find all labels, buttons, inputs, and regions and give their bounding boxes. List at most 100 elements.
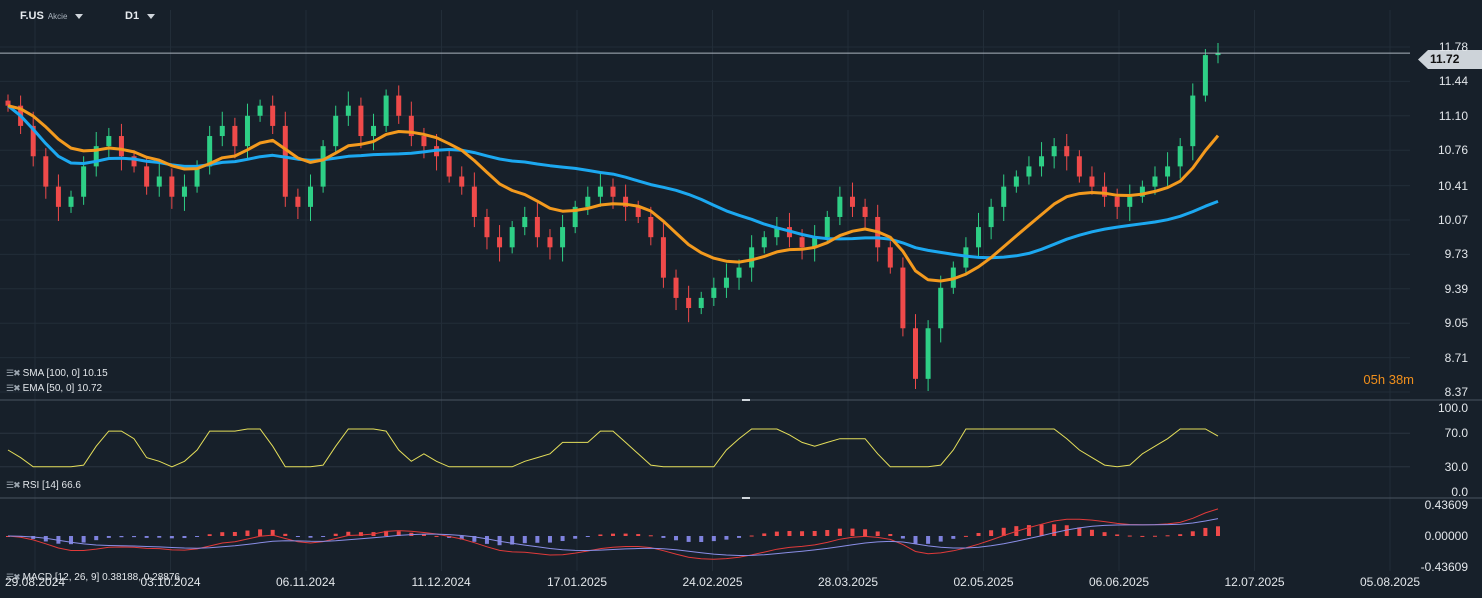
macd-histogram-bar [1140, 535, 1145, 537]
candle-body [1064, 146, 1070, 157]
rsi-legend[interactable]: ☰✖ RSI [14] 66.6 [6, 480, 81, 491]
macd-histogram-bar [283, 533, 288, 536]
candle-body [635, 206, 641, 217]
price-axis-label: 10.07 [1437, 213, 1468, 227]
candle-body [320, 146, 326, 187]
macd-histogram-bar [1127, 535, 1132, 537]
ema-legend[interactable]: ☰✖ EMA [50, 0] 10.72 [6, 383, 102, 394]
macd-histogram-bar [913, 536, 918, 544]
price-axis-label: 8.37 [1444, 385, 1468, 399]
macd-histogram-bar [1203, 527, 1208, 536]
timeframe-label: D1 [125, 10, 140, 22]
macd-histogram-bar [1089, 529, 1094, 536]
candle-body [572, 206, 578, 228]
macd-histogram-bar [863, 529, 868, 536]
candle-body [585, 196, 591, 207]
date-axis-label: 05.08.2025 [1360, 575, 1421, 589]
candle-body [534, 216, 540, 238]
date-axis-label: 06.11.2024 [276, 575, 336, 589]
macd-histogram-bar [459, 536, 464, 540]
candle-body [660, 237, 666, 278]
date-axis-label: 03.10.2024 [140, 575, 201, 589]
candle-body [484, 216, 490, 238]
candle-body [396, 95, 402, 116]
ema-line [7, 104, 1220, 283]
candle-body [1089, 176, 1095, 187]
candle-body [219, 125, 225, 137]
candle-body [68, 196, 74, 207]
macd-histogram-bar [497, 536, 502, 546]
candle-countdown: 05h 38m [1363, 372, 1414, 387]
macd-histogram-bar [837, 528, 842, 536]
macd-histogram-bar [611, 533, 615, 536]
settings-icon[interactable]: ☰✖ [6, 572, 21, 582]
candle-body [169, 176, 175, 197]
settings-icon[interactable]: ☰✖ [6, 480, 21, 490]
candle-body [749, 247, 755, 268]
macd-histogram-bar [69, 536, 74, 545]
sma-legend[interactable]: ☰✖ SMA [100, 0] 10.15 [6, 368, 108, 379]
macd-histogram-bar [308, 536, 313, 538]
macd-histogram-bar [749, 535, 754, 537]
price-axis-label: 11.78 [1438, 40, 1468, 54]
price-axis-label: 11.44 [1438, 74, 1468, 89]
macd-histogram-bar [321, 536, 326, 537]
candle-body [446, 156, 452, 177]
chevron-down-icon [147, 13, 156, 19]
candle-body [698, 297, 704, 309]
macd-legend[interactable]: ☰✖ MACD [12, 26, 9] 0.38188, 0.28876 [6, 572, 180, 583]
candle-body [181, 186, 187, 197]
macd-histogram-bar [661, 536, 666, 538]
macd-histogram-bar [1064, 525, 1069, 536]
macd-histogram-bar [1102, 532, 1107, 536]
candle-body [1127, 196, 1133, 207]
candle-body [900, 267, 906, 329]
macd-histogram-bar [1216, 526, 1220, 536]
macd-histogram-bar [1115, 534, 1120, 536]
macd-histogram-bar [774, 531, 779, 536]
macd-histogram-bar [220, 532, 225, 536]
macd-line [7, 508, 1219, 560]
symbol-selector[interactable]: F.US Akcie [20, 10, 84, 22]
macd-histogram-bar [258, 529, 263, 536]
timeframe-selector[interactable]: D1 [125, 10, 156, 22]
candle-body [1114, 196, 1120, 207]
macd-histogram-bar [484, 536, 489, 544]
candle-body [118, 136, 124, 157]
macd-histogram-bar [1077, 527, 1082, 536]
settings-icon[interactable]: ☰✖ [6, 368, 21, 378]
macd-histogram-bar [396, 531, 401, 536]
macd-histogram-bar [699, 536, 704, 543]
candle-body [1039, 156, 1045, 167]
macd-axis-label: -0.43609 [1420, 560, 1468, 574]
candle-body [308, 186, 313, 207]
candle-body [761, 237, 767, 248]
macd-histogram-bar [472, 536, 477, 542]
rsi-line [7, 428, 1219, 468]
candle-body [925, 328, 931, 379]
date-axis-label: 02.05.2025 [953, 575, 1014, 589]
candle-body [1177, 146, 1183, 167]
rsi-axis-label: 70.0 [1444, 426, 1468, 441]
macd-histogram-bar [1001, 527, 1006, 536]
macd-histogram-bar [119, 536, 124, 538]
macd-histogram-bar [384, 530, 389, 536]
macd-histogram-bar [434, 535, 439, 537]
macd-histogram-bar [207, 534, 212, 536]
date-axis-label: 24.02.2025 [682, 575, 743, 589]
macd-histogram-bar [1052, 524, 1057, 536]
price-axis-label: 9.05 [1444, 316, 1468, 331]
macd-histogram-bar [963, 535, 968, 537]
price-axis-label: 10.76 [1437, 143, 1468, 158]
candle-body [1139, 186, 1145, 197]
macd-histogram-bar [81, 536, 86, 543]
macd-histogram-bar [232, 531, 237, 536]
candle-body [333, 115, 339, 147]
candle-body [976, 227, 982, 248]
macd-axis-label: 0.00000 [1424, 529, 1468, 543]
macd-histogram-bar [598, 534, 603, 536]
macd-histogram-bar [333, 533, 338, 536]
settings-icon[interactable]: ☰✖ [6, 383, 21, 393]
asset-type-label: Akcie [47, 11, 68, 21]
